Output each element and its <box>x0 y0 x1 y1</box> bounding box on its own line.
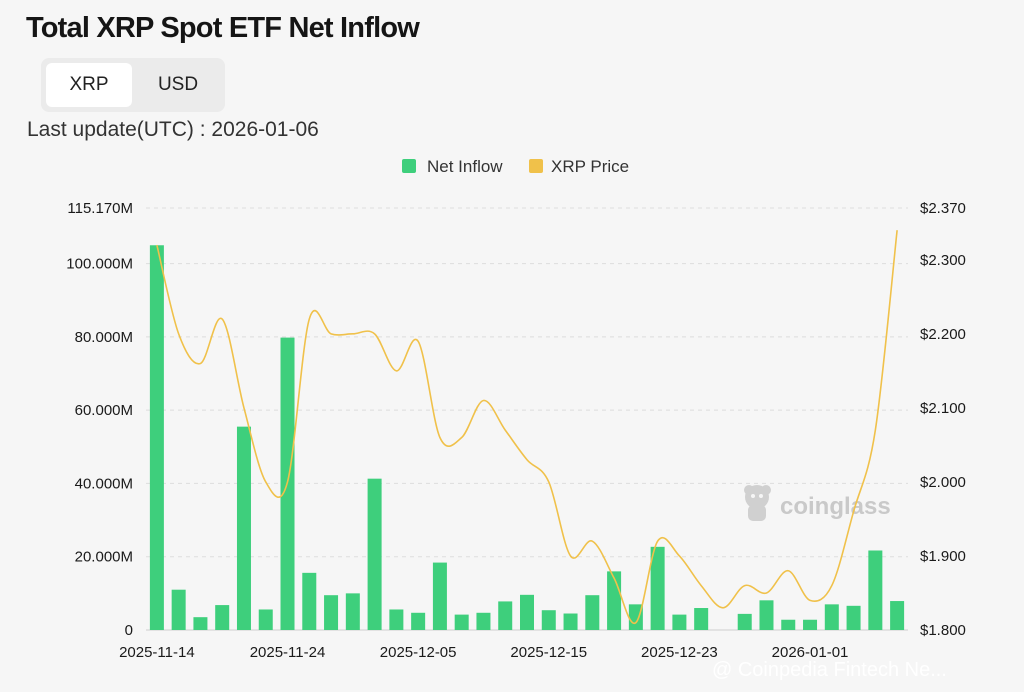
chart-legend: Net Inflow XRP Price <box>402 157 629 176</box>
coinglass-logo-icon <box>744 485 771 521</box>
bar-net-inflow-0[interactable] <box>149 245 164 630</box>
right-axis: $1.800 $1.900 $2.000 $2.100 $2.200 $2.300 $2.3… <box>920 200 966 639</box>
left-tick-label-5: 100.000M <box>66 256 133 273</box>
legend-label-xrp-price: XRP Price <box>551 157 629 176</box>
x-tick-label-3: 2025-12-15 <box>510 644 587 661</box>
legend-label-net-inflow: Net Inflow <box>427 157 503 176</box>
price-line-layer <box>156 230 898 624</box>
bar-net-inflow-11[interactable] <box>389 609 404 630</box>
right-tick-label-3: $2.100 <box>920 400 966 417</box>
unit-toggle: XRP USD <box>41 58 225 112</box>
bar-net-inflow-3[interactable] <box>215 605 230 630</box>
bar-net-inflow-12[interactable] <box>411 612 426 630</box>
bar-net-inflow-30[interactable] <box>803 619 818 630</box>
bar-net-inflow-33[interactable] <box>868 550 883 630</box>
legend-swatch-net-inflow <box>402 159 416 173</box>
left-tick-label-3: 60.000M <box>75 402 133 419</box>
bar-net-inflow-9[interactable] <box>345 593 360 630</box>
left-tick-label-4: 80.000M <box>75 329 133 346</box>
bar-net-inflow-34[interactable] <box>890 601 905 630</box>
bar-net-inflow-5[interactable] <box>258 609 273 630</box>
right-tick-label-5: $2.300 <box>920 252 966 269</box>
x-tick-label-1: 2025-11-24 <box>250 644 326 661</box>
coinglass-watermark: coinglass <box>744 485 891 521</box>
bar-net-inflow-18[interactable] <box>541 610 556 630</box>
bar-net-inflow-16[interactable] <box>498 601 513 630</box>
bar-net-inflow-13[interactable] <box>432 562 447 630</box>
bar-net-inflow-14[interactable] <box>454 614 469 630</box>
grid-layer <box>146 207 908 631</box>
bar-net-inflow-31[interactable] <box>824 604 839 630</box>
bar-net-inflow-15[interactable] <box>476 612 491 630</box>
xrp-price-line[interactable] <box>156 230 898 624</box>
page-title: Total XRP Spot ETF Net Inflow <box>26 12 420 44</box>
left-tick-label-1: 20.000M <box>75 549 133 566</box>
last-update-text: Last update(UTC) : 2026-01-06 <box>27 118 319 141</box>
left-axis: 0 20.000M 40.000M 60.000M 80.000M 100.000M 115… <box>66 200 133 639</box>
x-tick-label-2: 2025-12-05 <box>380 644 457 661</box>
bar-net-inflow-32[interactable] <box>846 605 861 630</box>
credit-text: @ Coinpedia Fintech Ne... <box>712 659 947 681</box>
credit-overlay: @ Coinpedia Fintech Ne... <box>712 659 947 681</box>
bar-net-inflow-22[interactable] <box>628 604 643 630</box>
x-tick-label-4: 2025-12-23 <box>641 644 718 661</box>
bar-net-inflow-17[interactable] <box>520 594 534 630</box>
right-tick-label-1: $1.900 <box>920 548 966 565</box>
bar-net-inflow-2[interactable] <box>193 617 208 630</box>
right-tick-label-6: $2.370 <box>920 200 966 217</box>
right-tick-label-0: $1.800 <box>920 622 966 639</box>
right-tick-label-4: $2.200 <box>920 326 966 343</box>
bar-net-inflow-28[interactable] <box>759 600 774 630</box>
bar-net-inflow-24[interactable] <box>672 614 687 630</box>
bar-net-inflow-4[interactable] <box>236 426 251 630</box>
bar-net-inflow-29[interactable] <box>781 619 796 630</box>
bar-net-inflow-1[interactable] <box>171 589 186 630</box>
bars-layer <box>149 245 905 630</box>
x-axis: 2025-11-14 2025-11-24 2025-12-05 2025-12-15… <box>119 644 848 661</box>
toggle-option-xrp[interactable]: XRP <box>46 63 132 107</box>
bar-net-inflow-19[interactable] <box>563 613 578 630</box>
bar-net-inflow-27[interactable] <box>737 613 752 630</box>
toggle-option-usd[interactable]: USD <box>157 74 199 95</box>
bar-net-inflow-25[interactable] <box>694 608 709 630</box>
left-tick-label-2: 40.000M <box>75 475 133 492</box>
bar-net-inflow-7[interactable] <box>302 572 317 630</box>
bar-net-inflow-8[interactable] <box>324 595 339 630</box>
bar-net-inflow-23[interactable] <box>650 546 665 630</box>
bar-net-inflow-10[interactable] <box>367 478 382 630</box>
watermark-text: coinglass <box>780 493 891 520</box>
left-tick-label-6: 115.170M <box>67 200 133 217</box>
x-tick-label-0: 2025-11-14 <box>119 644 195 661</box>
bar-net-inflow-20[interactable] <box>585 595 600 630</box>
x-tick-label-5: 2026-01-01 <box>772 644 849 661</box>
right-tick-label-2: $2.000 <box>920 474 966 491</box>
legend-swatch-xrp-price <box>529 159 543 173</box>
left-tick-label-0: 0 <box>125 622 133 639</box>
bar-net-inflow-21[interactable] <box>607 571 622 630</box>
